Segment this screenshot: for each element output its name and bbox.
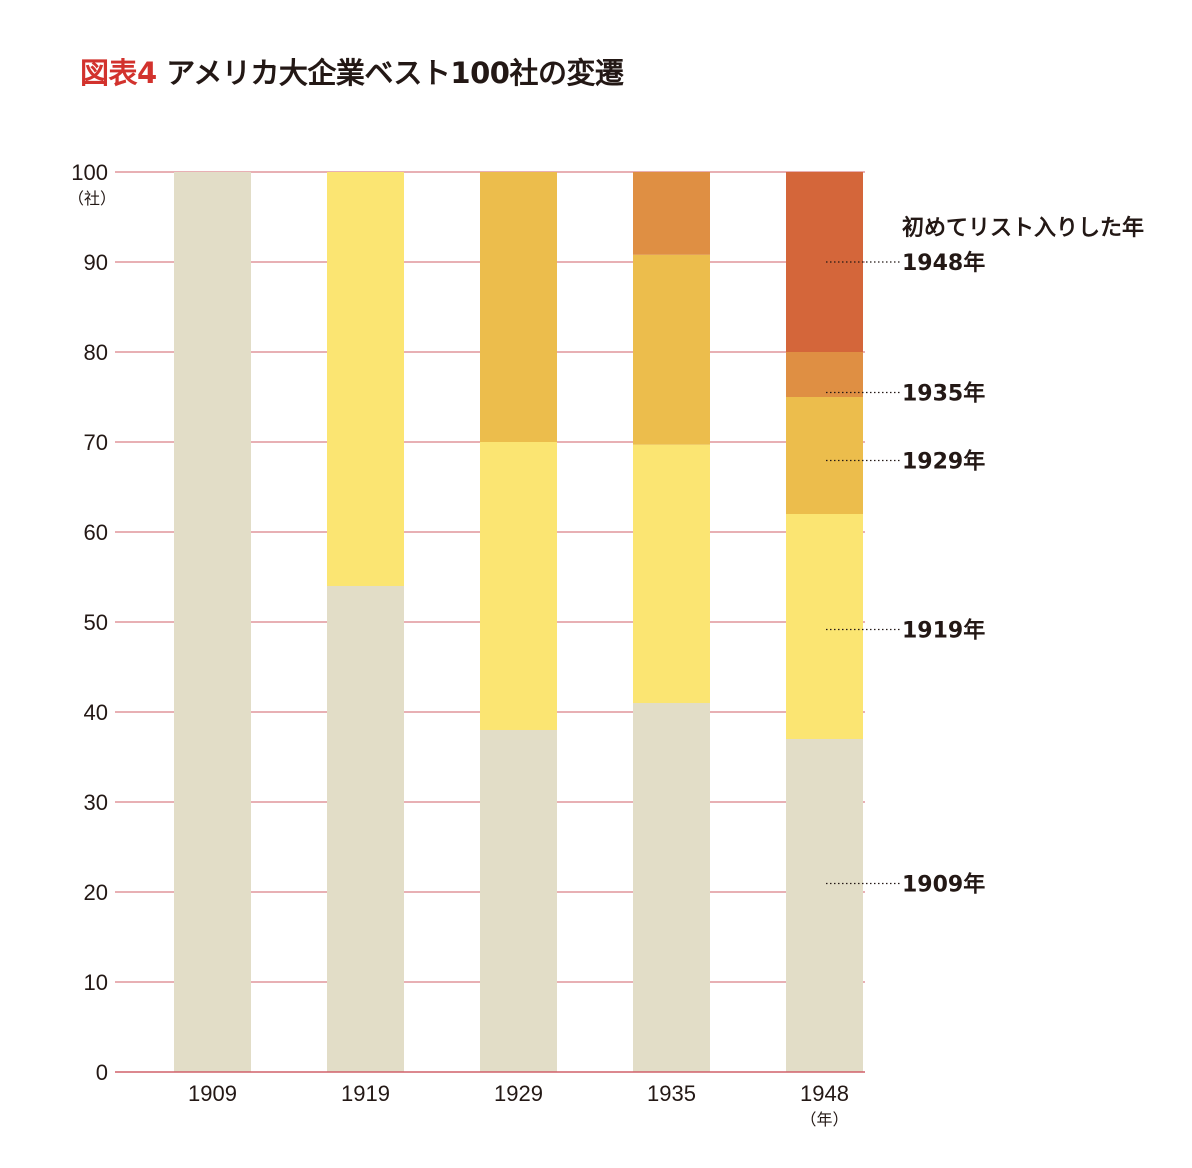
legend-label: 1919年 [902,618,985,644]
bar-segment [480,730,557,1072]
y-tick-label: 100 [71,160,108,185]
figure-label: 図表4 [80,56,157,90]
legend-label: 1929年 [902,449,985,475]
bar-segment [786,352,863,397]
legend: 初めてリスト入りした年 1909年 1919年 1929年 1935年 1948年 [826,215,1144,898]
y-tick-label: 80 [84,340,108,365]
x-tick-label: 1948 [800,1081,849,1106]
bar-segment [786,739,863,1072]
legend-label: 1948年 [902,250,985,276]
bar-segment [480,172,557,442]
y-tick-label: 90 [84,250,108,275]
y-tick-label: 0 [96,1060,108,1085]
legend-label: 1909年 [902,872,985,898]
axes: 0 10 20 30 40 50 60 70 80 90 100 （社） 1909 1919 1929 193… [68,160,865,1129]
bar-segment [786,514,863,739]
y-tick-label: 40 [84,700,108,725]
y-tick-label: 70 [84,430,108,455]
x-tick-label: 1919 [341,1081,390,1106]
x-tick-label: 1929 [494,1081,543,1106]
y-unit-label: （社） [68,189,116,208]
bar-segment [174,172,251,1072]
x-unit-label: （年） [800,1110,848,1129]
bars [174,172,863,1072]
legend-label: 1935年 [902,381,985,407]
chart-title: 図表4 アメリカ大企業ベスト100社の変遷 [80,50,624,92]
bar-segment [327,172,404,586]
bar-segment [480,442,557,730]
bar-segment [633,172,710,255]
bar-segment [327,586,404,1072]
x-tick-label: 1935 [647,1081,696,1106]
legend-title: 初めてリスト入りした年 [902,215,1144,241]
y-tick-label: 20 [84,880,108,905]
y-tick-label: 60 [84,520,108,545]
x-tick-label: 1909 [188,1081,237,1106]
bar-segment [633,703,710,1072]
y-tick-label: 50 [84,610,108,635]
bar-segment [633,254,710,445]
y-tick-label: 10 [84,970,108,995]
title-text: アメリカ大企業ベスト100社の変遷 [166,56,624,90]
bar-segment [786,397,863,514]
y-tick-label: 30 [84,790,108,815]
bar-segment [633,444,710,703]
